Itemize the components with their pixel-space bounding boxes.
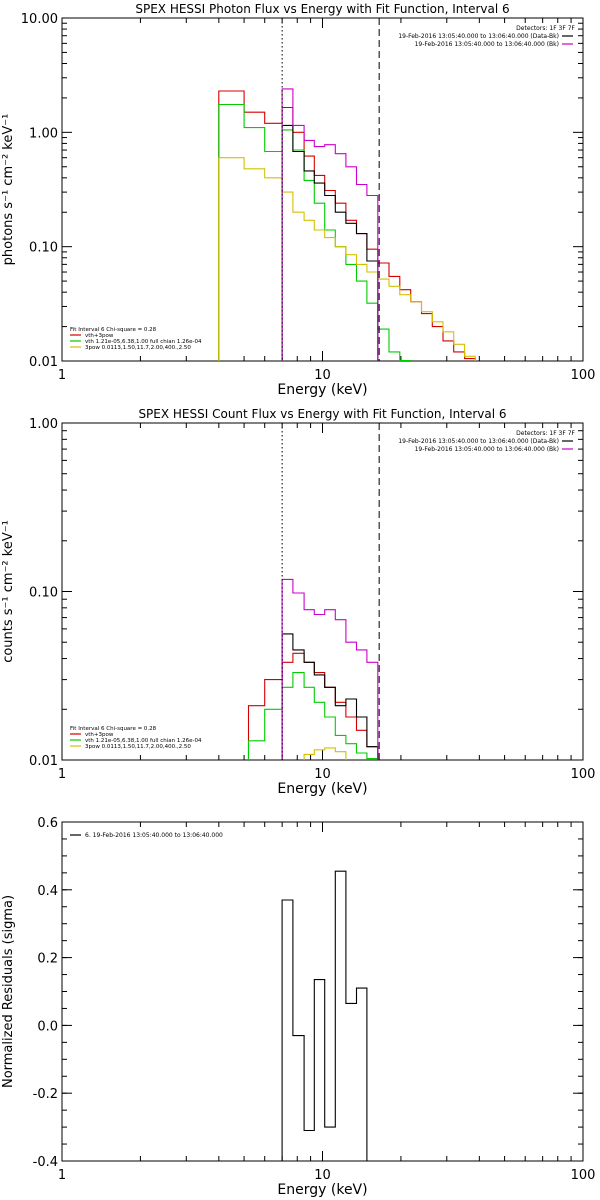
chart-panel-2: SPEX HESSI Count Flux vs Energy with Fit… [1,407,595,797]
legend-left-entry: vth+3pow [85,333,114,339]
legend-left-entry: Fit Interval 6 Chi-square = 0.28 [70,327,157,333]
y-axis-label: Normalized Residuals (sigma) [1,895,16,1088]
y-tick-label: 10.00 [21,12,58,27]
y-axis-label: photons s⁻¹ cm⁻² keV⁻¹ [1,114,16,266]
series-group [218,88,476,361]
y-tick-label: 0.10 [29,241,58,256]
series-vth-3pow [247,652,379,760]
x-axis-label: Energy (keV) [277,1182,367,1198]
x-tick-label: 10 [314,1168,331,1183]
chart-panel-1: SPEX HESSI Photon Flux vs Energy with Fi… [1,2,595,398]
series-bk [281,88,379,361]
x-tick-label: 100 [571,1168,596,1183]
x-tick-label: 10 [314,368,331,383]
chart-title: SPEX HESSI Photon Flux vs Energy with Fi… [135,2,509,16]
y-tick-label: 1.00 [29,126,58,141]
y-tick-label: 0.2 [37,952,58,967]
series-vth [218,103,412,361]
x-tick-label: 100 [571,767,596,782]
y-tick-label: 0.6 [37,816,58,831]
series-6-19-feb-2016-13-05-40-000-to-13-06-40-000 [281,870,378,1161]
series-3pow [218,157,476,361]
series-data-bk [281,633,379,760]
x-axis-label: Energy (keV) [277,382,367,398]
series-bk [281,578,379,760]
plot-frame [61,17,584,362]
legend-right-entry: 19-Feb-2016 13:05:40.000 to 13:06:40.000… [415,41,559,48]
chart-title: SPEX HESSI Count Flux vs Energy with Fit… [138,407,506,421]
y-tick-label: 1.00 [29,417,58,432]
series-3pow [303,747,347,760]
y-tick-label: -0.4 [33,1155,58,1170]
series-vth [247,672,379,760]
plot-frame [61,821,584,1162]
series-vth-3pow [218,90,476,361]
x-tick-label: 10 [314,767,331,782]
x-tick-label: 1 [58,368,66,383]
plot-frame [61,422,584,761]
legend-left-entry: 6. 19-Feb-2016 13:05:40.000 to 13:06:40.… [85,832,223,839]
legend-right-entry: 19-Feb-2016 13:05:40.000 to 13:06:40.000… [415,446,559,453]
x-tick-label: 1 [58,767,66,782]
series-group [247,578,379,760]
legend-right-entry: Detectors: 1F 3F 7F [516,25,575,32]
y-tick-label: 0.0 [37,1019,58,1034]
legend-left-entry: Fit Interval 6 Chi-square = 0.28 [70,726,157,732]
x-tick-label: 100 [571,368,596,383]
legend-left-entry: vth+3pow [85,732,114,738]
y-axis-label: counts s⁻¹ cm⁻² keV⁻¹ [1,520,16,663]
legend-left-entry: vth 1.21e-05,6.38,1.00 full chian 1.26e-… [85,738,202,744]
legend-left-entry: 3pow 0.0113,1.50,11.7,2.00,400.,2.50 [85,744,191,750]
x-tick-label: 1 [58,1168,66,1183]
legend-left-entry: 3pow 0.0113,1.50,11.7,2.00,400.,2.50 [85,345,191,351]
x-axis-label: Energy (keV) [277,781,367,797]
legend-right-entry: 19-Feb-2016 13:05:40.000 to 13:06:40.000… [398,33,559,40]
series-group [281,870,378,1161]
legend-left-entry: vth 1.21e-05,6.38,1.00 full chian 1.26e-… [85,339,202,345]
series-data-bk [281,124,379,361]
y-tick-label: 0.01 [29,355,58,370]
legend-right-entry: Detectors: 1F 3F 7F [516,430,575,437]
legend-right-entry: 19-Feb-2016 13:05:40.000 to 13:06:40.000… [398,438,559,445]
y-tick-label: -0.2 [33,1087,58,1102]
y-tick-label: 0.01 [29,754,58,769]
chart-panel-3: 1 10 100 Energy (keV) -0.4 -0.2 0.0 0.2 0.4 0.6 No… [1,816,595,1198]
y-tick-label: 0.10 [29,586,58,601]
y-tick-label: 0.4 [37,884,58,899]
